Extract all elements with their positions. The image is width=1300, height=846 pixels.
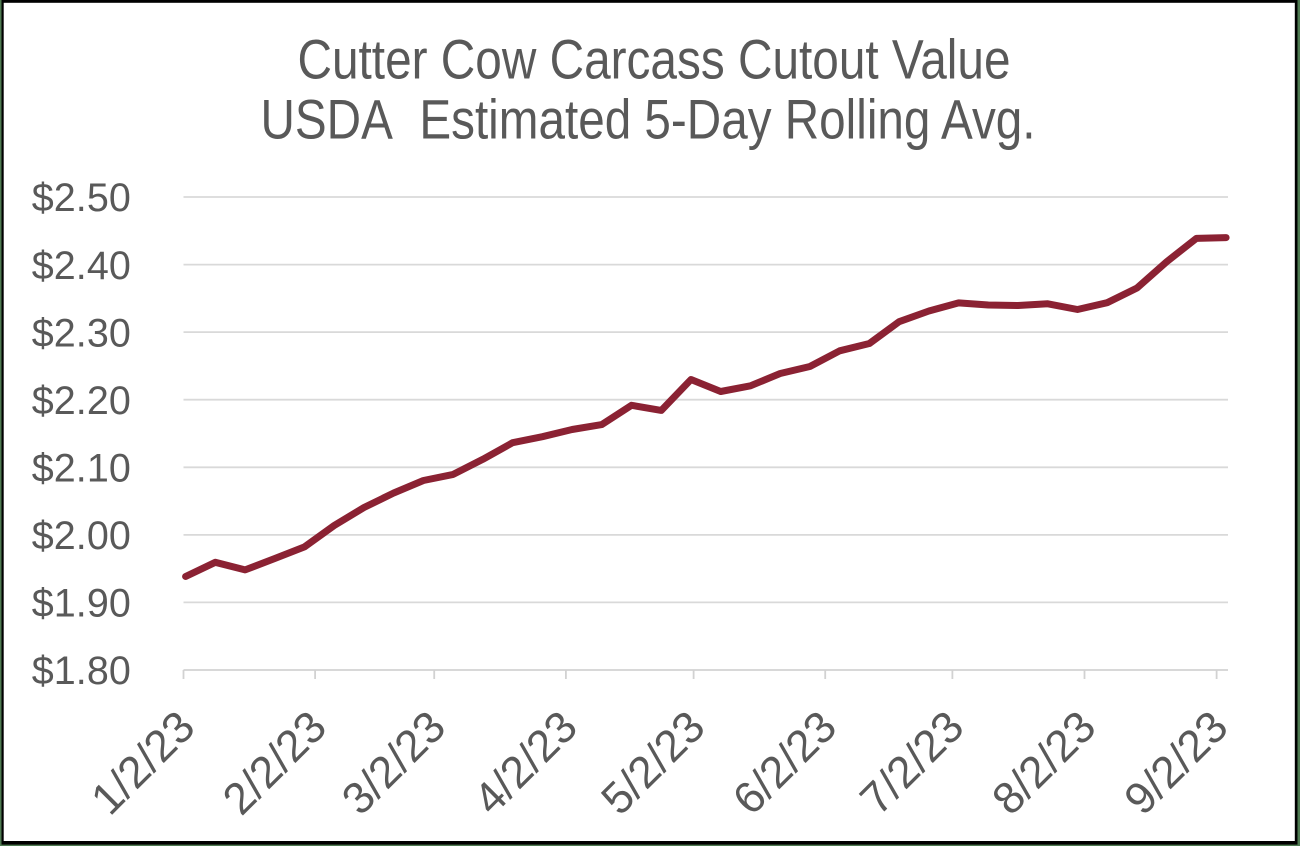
svg-text:$2.10: $2.10 <box>32 447 131 491</box>
svg-text:$1.80: $1.80 <box>32 649 131 693</box>
svg-text:$2.30: $2.30 <box>32 311 131 355</box>
svg-text:Cutter Cow Carcass Cutout Valu: Cutter Cow Carcass Cutout Value <box>298 28 1011 91</box>
svg-text:$2.00: $2.00 <box>32 514 131 558</box>
svg-text:$1.90: $1.90 <box>32 582 131 626</box>
svg-text:USDA Estimated 5-Day Rolling: USDA Estimated 5-Day Rolling Avg. <box>261 87 1036 150</box>
svg-text:$2.50: $2.50 <box>32 176 131 220</box>
svg-text:$2.40: $2.40 <box>32 244 131 288</box>
svg-text:$2.20: $2.20 <box>32 379 131 423</box>
